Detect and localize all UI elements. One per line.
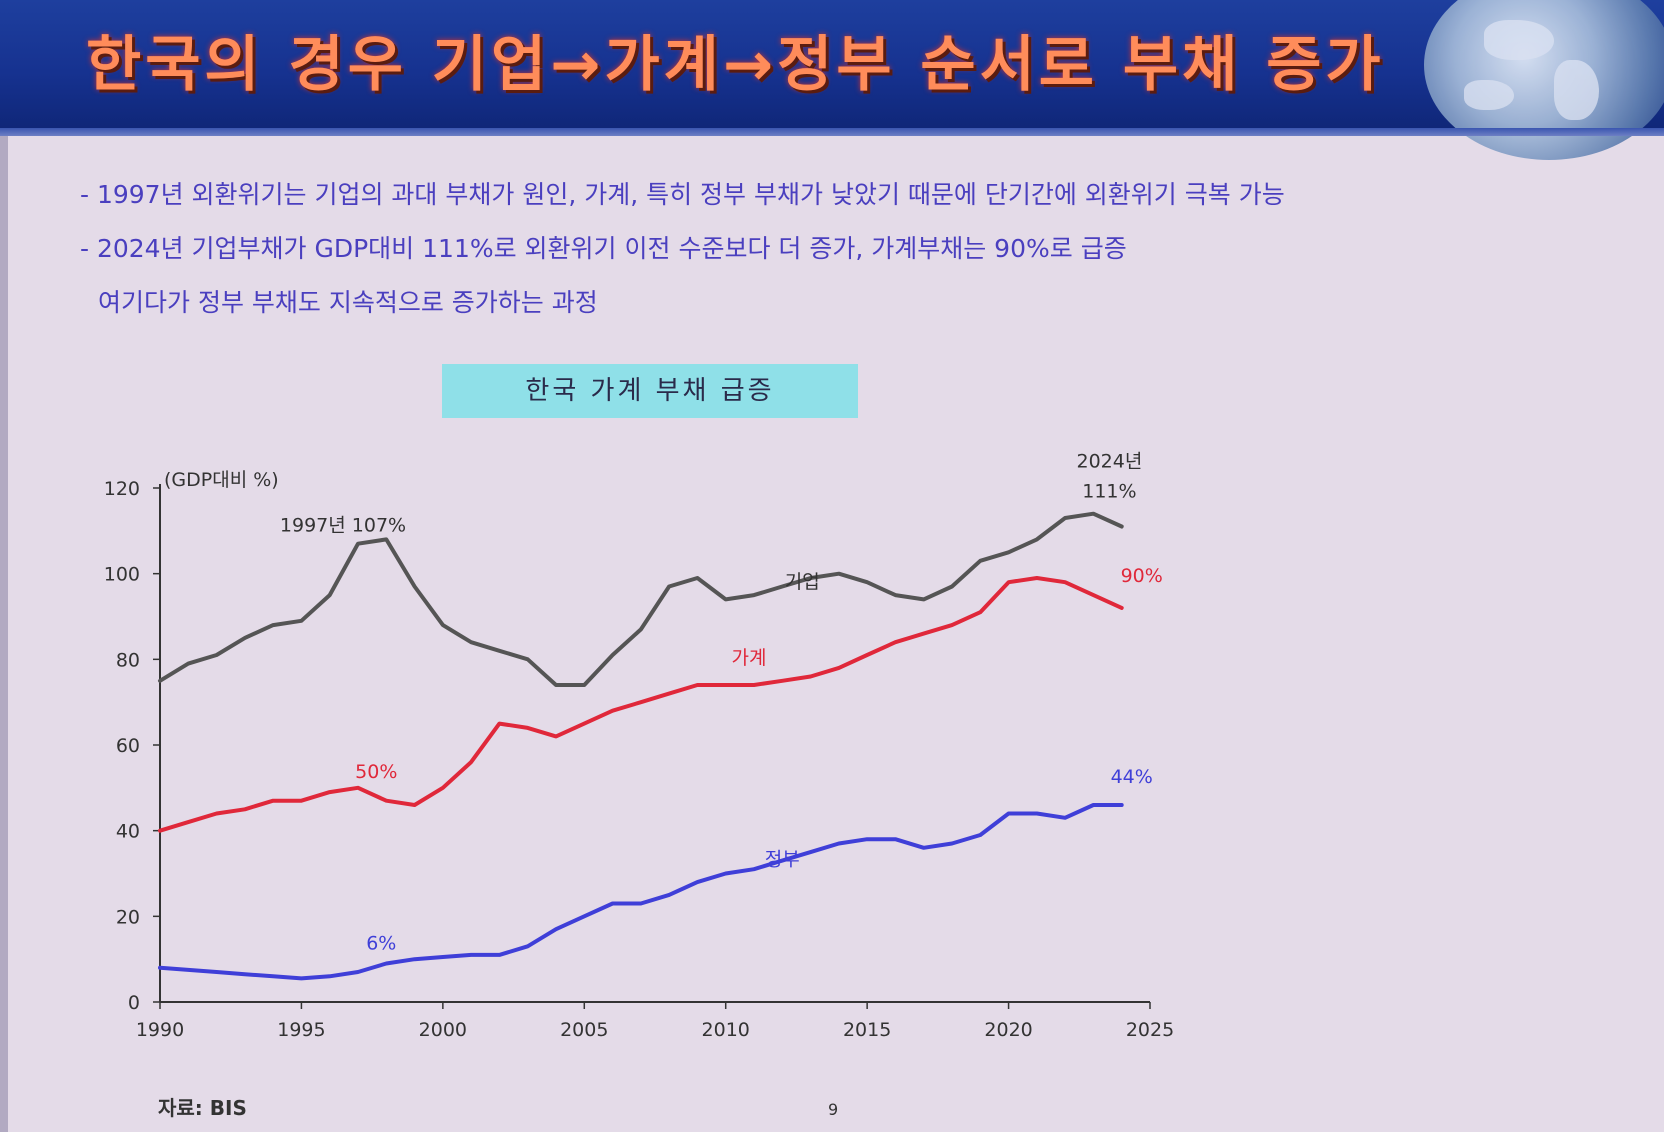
data-annotation: 가계 — [732, 647, 767, 669]
bullet-item-continuation: 여기다가 정부 부채도 지속적으로 증가하는 과정 — [98, 288, 598, 317]
x-tick-label: 2020 — [984, 1019, 1032, 1041]
globe-image — [1424, 0, 1664, 160]
data-annotation: 6% — [366, 932, 396, 954]
x-tick-label: 2025 — [1126, 1019, 1174, 1041]
source-note: 자료: BIS — [158, 1096, 247, 1120]
slide-title: 한국의 경우 기업→가계→정부 순서로 부채 증가 — [86, 30, 1385, 100]
header-divider — [0, 128, 1664, 136]
y-tick-label: 60 — [116, 735, 140, 757]
y-axis-label: (GDP대비 %) — [164, 469, 279, 491]
y-tick-label: 40 — [116, 821, 140, 843]
data-annotation: 90% — [1121, 565, 1163, 587]
x-tick-label: 2000 — [419, 1019, 467, 1041]
y-tick-label: 0 — [128, 992, 140, 1014]
data-annotation: 50% — [355, 761, 397, 783]
bullet-item: - 1997년 외환위기는 기업의 과대 부채가 원인, 가계, 특히 정부 부… — [80, 180, 1285, 209]
data-annotation: 2024년 — [1077, 451, 1143, 473]
data-annotation: 44% — [1111, 766, 1153, 788]
x-tick-label: 2015 — [843, 1019, 891, 1041]
page-number: 9 — [828, 1100, 839, 1119]
data-annotation: 111% — [1082, 481, 1136, 503]
bullet-list: - 1997년 외환위기는 기업의 과대 부채가 원인, 가계, 특히 정부 부… — [80, 168, 1620, 330]
y-tick-label: 20 — [116, 906, 140, 928]
slide-edge — [0, 136, 8, 1132]
data-annotation: 정부 — [765, 849, 800, 871]
x-tick-label: 1995 — [277, 1019, 325, 1041]
header-bar: 한국의 경우 기업→가계→정부 순서로 부채 증가 — [0, 0, 1664, 160]
data-annotation: 1997년 107% — [280, 515, 406, 537]
x-tick-label: 1990 — [136, 1019, 184, 1041]
series-line-가계 — [158, 576, 1124, 833]
x-tick-label: 2010 — [702, 1019, 750, 1041]
series-line-정부 — [158, 803, 1124, 981]
bullet-item: - 2024년 기업부채가 GDP대비 111%로 외환위기 이전 수준보다 더… — [80, 234, 1127, 263]
data-annotation: 기업 — [785, 571, 820, 593]
y-tick-label: 100 — [104, 564, 140, 586]
y-tick-label: 120 — [104, 478, 140, 500]
series-line-기업 — [158, 511, 1124, 687]
y-tick-label: 80 — [116, 649, 140, 671]
x-tick-label: 2005 — [560, 1019, 608, 1041]
chart-title: 한국 가계 부채 급증 — [442, 364, 858, 418]
